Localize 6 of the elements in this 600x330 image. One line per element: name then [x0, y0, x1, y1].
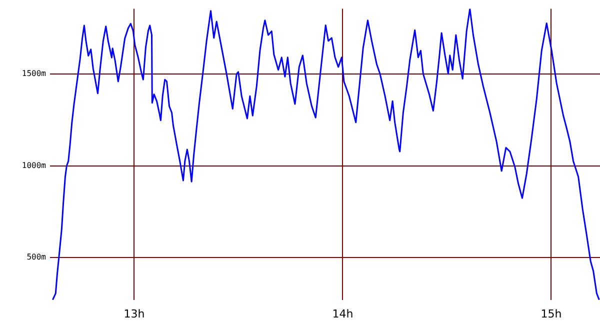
- x-tick-label: 14h: [332, 307, 354, 320]
- y-tick-label: 1000m: [22, 160, 46, 170]
- x-tick-label: 13h: [124, 307, 145, 320]
- y-tick-label: 500m: [26, 252, 46, 262]
- y-tick-label: 1500m: [22, 69, 46, 78]
- x-tick-label: 15h: [540, 307, 562, 320]
